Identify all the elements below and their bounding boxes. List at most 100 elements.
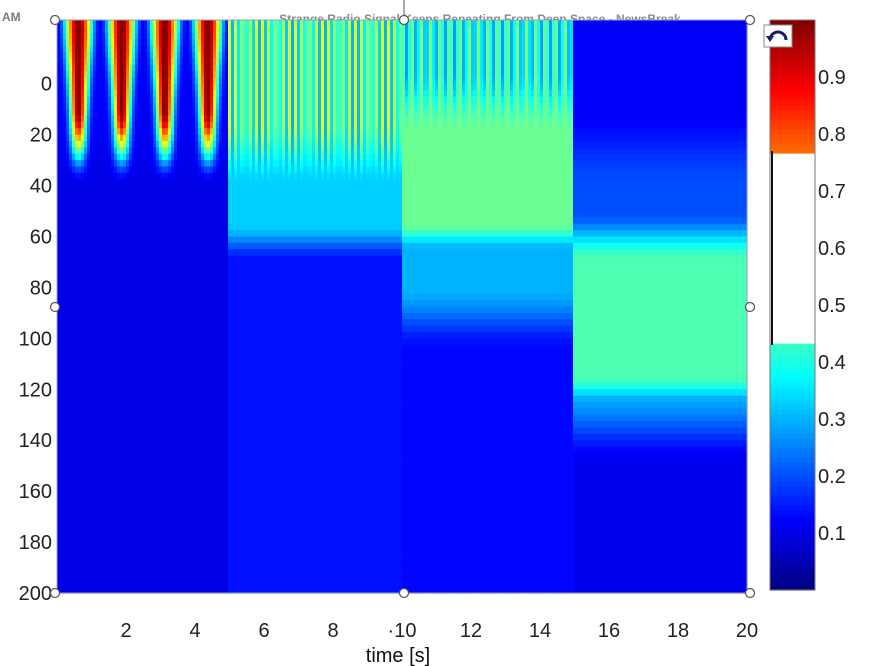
heatmap-cell [111,376,115,384]
heatmap-cell [111,45,115,53]
heatmap-cell [150,134,154,142]
heatmap-cell [132,293,136,301]
heatmap-cell [123,395,127,403]
heatmap-cell [135,542,139,550]
heatmap-cell [93,325,97,333]
heatmap-cell [111,26,115,34]
heatmap-cell [168,45,172,53]
heatmap-cell [108,561,112,569]
heatmap-cell [114,58,118,66]
heatmap-cell [102,32,106,40]
heatmap-cell [102,77,106,85]
heatmap-cell [159,351,163,359]
heatmap-cell [135,51,139,59]
heatmap-cell [108,140,112,148]
heatmap-cell [150,32,154,40]
heatmap-cell [96,580,100,588]
heatmap-cell [135,395,139,403]
heatmap-cell [84,83,88,91]
heatmap-cell [63,452,67,460]
heatmap-cell [102,185,106,193]
heatmap-cell [171,408,175,416]
heatmap-cell [132,306,136,314]
heatmap-cell [108,32,112,40]
heatmap-cell [165,376,169,384]
heatmap-cell [168,58,172,66]
heatmap-cell [162,70,166,78]
heatmap-cell [72,261,76,269]
heatmap-cell [75,472,79,479]
heatmap-cell [93,529,97,537]
heatmap-cell [78,83,82,91]
heatmap-cell [126,109,130,117]
heatmap-cell [75,109,79,117]
heatmap-cell [81,147,85,155]
heatmap-cell [102,287,106,295]
heatmap-cell [129,491,133,499]
heatmap-cell [93,236,97,244]
heatmap-cell [84,109,88,117]
heatmap-cell [129,465,133,473]
heatmap-cell [135,102,139,110]
heatmap-cell [96,414,100,422]
heatmap-cell [72,230,76,238]
heatmap-cell [57,573,61,581]
heatmap-cell [123,535,127,543]
heatmap-cell [105,465,109,473]
heatmap-cell [120,102,124,110]
heatmap-cell [147,510,151,518]
heatmap-cell [72,516,76,524]
heatmap-cell [159,255,163,263]
heatmap-cell [87,230,91,238]
heatmap-cell [108,414,112,422]
heatmap-cell [63,433,67,441]
heatmap-cell [150,287,154,295]
heatmap-cell [171,242,175,250]
heatmap-cell [105,452,109,460]
heatmap-cell [123,522,127,530]
heatmap-cell [156,573,160,581]
heatmap-cell [120,293,124,301]
heatmap-cell [99,522,103,530]
heatmap-cell [108,484,112,492]
heatmap-cell [90,287,94,295]
heatmap-cell [69,172,73,180]
heatmap-cell [75,70,79,78]
heatmap-cell [111,331,115,339]
heatmap-cell [96,446,100,454]
heatmap-cell [138,421,142,429]
heatmap-cell [111,395,115,403]
heatmap-cell [111,542,115,550]
heatmap-cell [96,58,100,66]
heatmap-cell [93,109,97,117]
heatmap-cell [132,446,136,454]
heatmap-cell [132,312,136,320]
heatmap-cell [135,64,139,72]
heatmap-cell [153,414,157,422]
heatmap-cell [81,491,85,499]
heatmap-cell [162,147,166,155]
heatmap-cell [90,484,94,492]
heatmap-cell [93,382,97,390]
heatmap-cell [81,535,85,543]
heatmap-cell [129,376,133,384]
heatmap-cell [135,402,139,409]
heatmap-cell [72,465,76,473]
heatmap-cell [165,554,169,562]
heatmap-cell [144,287,148,295]
heatmap-cell [99,338,103,346]
heatmap-cell [63,580,67,588]
heatmap-cell [132,198,136,206]
heatmap-cell [75,357,79,365]
heatmap-cell [105,338,109,346]
heatmap-cell [162,274,166,282]
heatmap-cell [96,433,100,441]
heatmap-cell [150,376,154,384]
heatmap-cell [153,134,157,142]
heatmap-cell [138,64,142,72]
heatmap-cell [84,331,88,339]
heatmap-cell [159,121,163,129]
heatmap-cell [129,370,133,378]
heatmap-cell [96,421,100,429]
heatmap-cell [156,293,160,301]
